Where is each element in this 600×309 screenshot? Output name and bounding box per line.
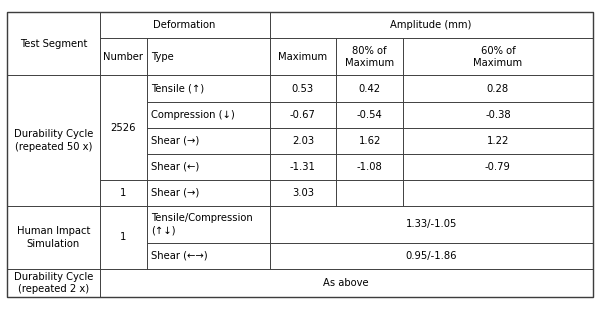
Bar — [403, 102, 593, 128]
Bar — [100, 269, 593, 297]
Bar — [269, 243, 593, 269]
Text: -0.54: -0.54 — [357, 110, 383, 120]
Bar — [146, 75, 269, 102]
Text: 0.53: 0.53 — [292, 83, 314, 94]
Bar — [146, 154, 269, 180]
Text: Shear (←): Shear (←) — [151, 162, 200, 172]
Text: -0.67: -0.67 — [290, 110, 316, 120]
Bar — [337, 128, 403, 154]
Bar — [403, 154, 593, 180]
Text: 1.22: 1.22 — [487, 136, 509, 146]
Bar — [269, 128, 337, 154]
Bar — [7, 269, 100, 297]
Text: 1: 1 — [120, 188, 127, 198]
Bar — [146, 243, 269, 269]
Bar — [403, 128, 593, 154]
Bar — [269, 154, 337, 180]
Bar — [269, 38, 337, 75]
Bar — [146, 180, 269, 206]
Text: Number: Number — [103, 52, 143, 62]
Text: -0.79: -0.79 — [485, 162, 511, 172]
Bar — [100, 206, 146, 269]
Bar — [146, 206, 269, 243]
Bar — [269, 75, 337, 102]
Text: -1.08: -1.08 — [357, 162, 383, 172]
Text: 0.42: 0.42 — [359, 83, 381, 94]
Bar — [100, 38, 146, 75]
Bar — [100, 180, 146, 206]
Bar — [7, 206, 100, 269]
Text: Tensile (↑): Tensile (↑) — [151, 83, 205, 94]
Text: Shear (→): Shear (→) — [151, 136, 200, 146]
Text: 80% of
Maximum: 80% of Maximum — [345, 46, 394, 68]
Text: Maximum: Maximum — [278, 52, 328, 62]
Text: Durability Cycle
(repeated 2 x): Durability Cycle (repeated 2 x) — [14, 272, 93, 294]
Text: -0.38: -0.38 — [485, 110, 511, 120]
Text: 3.03: 3.03 — [292, 188, 314, 198]
Bar — [337, 38, 403, 75]
Bar — [337, 154, 403, 180]
Bar — [337, 102, 403, 128]
Bar — [269, 12, 593, 38]
Bar — [146, 128, 269, 154]
Text: Test Segment: Test Segment — [20, 39, 87, 49]
Text: 2526: 2526 — [110, 123, 136, 133]
Bar — [100, 12, 269, 38]
Text: Shear (→): Shear (→) — [151, 188, 200, 198]
Text: Compression (↓): Compression (↓) — [151, 110, 235, 120]
Bar — [403, 180, 593, 206]
Text: As above: As above — [323, 278, 369, 288]
Bar — [337, 75, 403, 102]
Text: Durability Cycle
(repeated 50 x): Durability Cycle (repeated 50 x) — [14, 129, 93, 152]
Text: Type: Type — [151, 52, 174, 62]
Bar — [269, 180, 337, 206]
Text: 0.28: 0.28 — [487, 83, 509, 94]
Text: 1: 1 — [120, 232, 127, 243]
Bar — [146, 102, 269, 128]
Text: 0.95/-1.86: 0.95/-1.86 — [406, 251, 457, 261]
Text: Tensile/Compression
(↑↓): Tensile/Compression (↑↓) — [151, 213, 253, 235]
Bar — [403, 38, 593, 75]
Text: Human Impact
Simulation: Human Impact Simulation — [17, 226, 90, 249]
Bar — [269, 206, 593, 243]
Bar — [403, 75, 593, 102]
Text: Deformation: Deformation — [154, 20, 216, 30]
Text: Amplitude (mm): Amplitude (mm) — [391, 20, 472, 30]
Bar — [146, 38, 269, 75]
Bar — [7, 75, 100, 206]
Bar — [100, 75, 146, 180]
Bar — [337, 180, 403, 206]
Text: Shear (←→): Shear (←→) — [151, 251, 208, 261]
Text: 1.62: 1.62 — [358, 136, 381, 146]
Bar — [7, 12, 100, 75]
Text: 1.33/-1.05: 1.33/-1.05 — [406, 219, 457, 229]
Bar — [269, 102, 337, 128]
Text: 2.03: 2.03 — [292, 136, 314, 146]
Text: 60% of
Maximum: 60% of Maximum — [473, 46, 523, 68]
Text: -1.31: -1.31 — [290, 162, 316, 172]
